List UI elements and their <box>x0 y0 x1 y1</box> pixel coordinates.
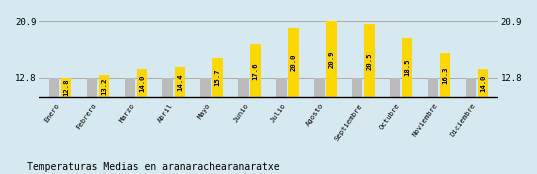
Text: 20.9: 20.9 <box>329 51 335 68</box>
Bar <box>402 38 412 97</box>
Text: 14.0: 14.0 <box>139 75 145 92</box>
Bar <box>326 21 337 97</box>
Bar <box>162 78 173 97</box>
Text: 16.3: 16.3 <box>442 67 448 84</box>
Bar <box>86 78 97 97</box>
Text: 14.4: 14.4 <box>177 73 183 91</box>
Text: 20.0: 20.0 <box>291 54 296 71</box>
Bar <box>136 69 147 97</box>
Text: 14.0: 14.0 <box>480 75 486 92</box>
Text: 17.6: 17.6 <box>252 62 259 80</box>
Bar <box>276 78 287 97</box>
Bar <box>352 78 362 97</box>
Bar <box>49 78 60 97</box>
Bar <box>61 78 71 97</box>
Text: 20.5: 20.5 <box>366 52 372 69</box>
Bar <box>364 24 375 97</box>
Text: 18.5: 18.5 <box>404 59 410 77</box>
Text: 15.7: 15.7 <box>215 69 221 86</box>
Bar <box>213 58 223 97</box>
Bar <box>288 27 299 97</box>
Bar <box>250 44 261 97</box>
Bar <box>390 78 401 97</box>
Bar <box>427 78 438 97</box>
Bar <box>125 78 135 97</box>
Bar <box>466 78 476 97</box>
Bar <box>99 75 110 97</box>
Bar <box>175 67 185 97</box>
Bar <box>238 78 249 97</box>
Bar <box>314 78 324 97</box>
Text: 13.2: 13.2 <box>101 77 107 95</box>
Bar <box>477 69 488 97</box>
Text: 12.8: 12.8 <box>63 79 69 96</box>
Bar <box>440 53 451 97</box>
Bar <box>200 78 211 97</box>
Text: Temperaturas Medias en aranarachearanaratxe: Temperaturas Medias en aranarachearanara… <box>27 162 279 172</box>
